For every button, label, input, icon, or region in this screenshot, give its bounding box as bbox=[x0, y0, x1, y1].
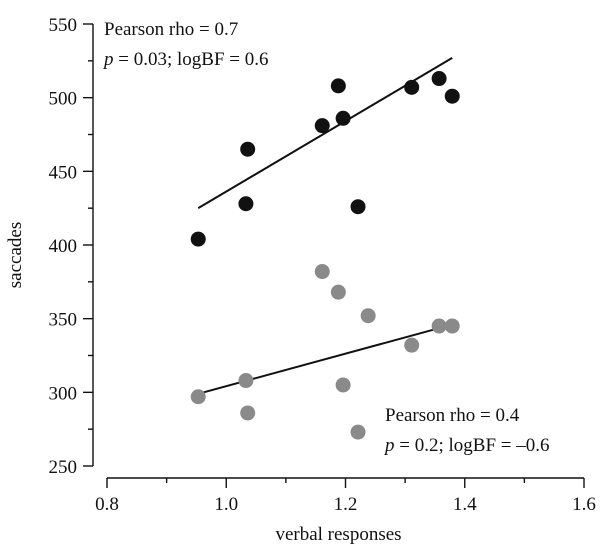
data-point-series-2 bbox=[350, 424, 366, 440]
data-point-series-1 bbox=[431, 71, 447, 87]
y-tick-label: 500 bbox=[49, 89, 78, 110]
data-point-series-2 bbox=[444, 318, 460, 334]
annotation-p-symbol: p bbox=[102, 49, 114, 70]
data-point-series-2 bbox=[330, 284, 346, 300]
data-point-series-1 bbox=[240, 141, 256, 157]
x-tick-label: 1.2 bbox=[334, 494, 358, 515]
annotation-line1-series-1: Pearson rho = 0.7 bbox=[104, 19, 238, 40]
annotation-line1-series-2: Pearson rho = 0.4 bbox=[385, 405, 520, 426]
y-tick-label: 550 bbox=[49, 15, 78, 36]
data-point-series-1 bbox=[404, 79, 420, 95]
data-point-series-2 bbox=[190, 389, 206, 405]
data-point-series-2 bbox=[360, 308, 376, 324]
data-point-series-2 bbox=[335, 377, 351, 393]
y-tick-label: 400 bbox=[49, 236, 78, 257]
x-tick-label: 1.6 bbox=[572, 494, 596, 515]
regression-line-series-2 bbox=[197, 323, 453, 395]
data-point-series-1 bbox=[335, 110, 351, 126]
y-tick-label: 300 bbox=[49, 383, 78, 404]
annotation-line2-series-1: p = 0.03; logBF = 0.6 bbox=[102, 49, 268, 70]
annotation-stats: = 0.2; logBF = –0.6 bbox=[395, 435, 550, 456]
y-tick-label: 350 bbox=[49, 310, 78, 331]
y-tick-label: 450 bbox=[49, 162, 78, 183]
data-point-series-2 bbox=[240, 405, 256, 421]
y-tick-label: 250 bbox=[49, 457, 78, 478]
data-point-series-2 bbox=[314, 264, 330, 280]
data-point-series-1 bbox=[238, 196, 254, 212]
data-point-series-2 bbox=[238, 373, 254, 389]
data-point-series-1 bbox=[330, 78, 346, 94]
x-tick-label: 1.4 bbox=[453, 494, 477, 515]
x-tick-label: 1.0 bbox=[214, 494, 238, 515]
annotation-line2-series-2: p = 0.2; logBF = –0.6 bbox=[383, 435, 549, 456]
data-point-series-1 bbox=[444, 88, 460, 104]
annotation-stats: = 0.03; logBF = 0.6 bbox=[114, 49, 269, 70]
x-axis-title: verbal responses bbox=[275, 524, 401, 545]
data-point-series-1 bbox=[350, 199, 366, 215]
data-point-series-2 bbox=[431, 318, 447, 334]
annotation-p-symbol: p bbox=[383, 435, 395, 456]
data-point-series-1 bbox=[314, 118, 330, 134]
x-tick-label: 0.8 bbox=[95, 494, 119, 515]
data-point-series-2 bbox=[404, 337, 420, 353]
data-point-series-1 bbox=[190, 231, 206, 247]
y-axis-title: saccades bbox=[5, 222, 26, 288]
